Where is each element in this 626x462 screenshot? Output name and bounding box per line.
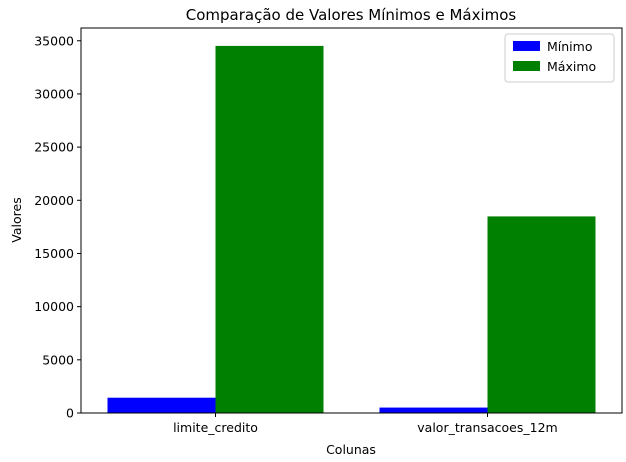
y-tick-label: 35000 (34, 33, 74, 48)
legend-swatch (513, 61, 540, 71)
legend: Mínimo Máximo (504, 33, 615, 83)
y-tick-label: 10000 (34, 299, 74, 314)
bar-Máximo-valor_transacoes_12m (487, 216, 596, 413)
y-tick-label: 25000 (34, 140, 74, 155)
bar-Mínimo-limite_credito (107, 397, 216, 413)
y-tick-label: 30000 (34, 86, 74, 101)
y-tick-label: 5000 (42, 352, 74, 367)
x-tick-label: valor_transacoes_12m (417, 420, 557, 435)
legend-label: Mínimo (547, 39, 592, 54)
x-axis-label: Colunas (326, 442, 376, 457)
y-tick-label: 20000 (34, 193, 74, 208)
y-ticks: 0 5000 10000 15000 20000 25000 30000 35000 (34, 33, 81, 421)
x-ticks: limite_credito valor_transacoes_12m (173, 413, 558, 435)
legend-swatch (513, 41, 540, 51)
y-axis-label: Valores (9, 197, 24, 242)
bar-Mínimo-valor_transacoes_12m (379, 407, 488, 413)
x-tick-label: limite_credito (173, 420, 258, 435)
plot-frame (80, 27, 623, 414)
bar-Máximo-limite_credito (215, 45, 324, 414)
legend-label: Máximo (547, 59, 596, 74)
chart-title: Comparação de Valores Mínimos e Máximos (186, 6, 517, 24)
y-tick-label: 15000 (34, 246, 74, 261)
bars-group (107, 45, 596, 414)
y-tick-label: 0 (66, 406, 74, 421)
